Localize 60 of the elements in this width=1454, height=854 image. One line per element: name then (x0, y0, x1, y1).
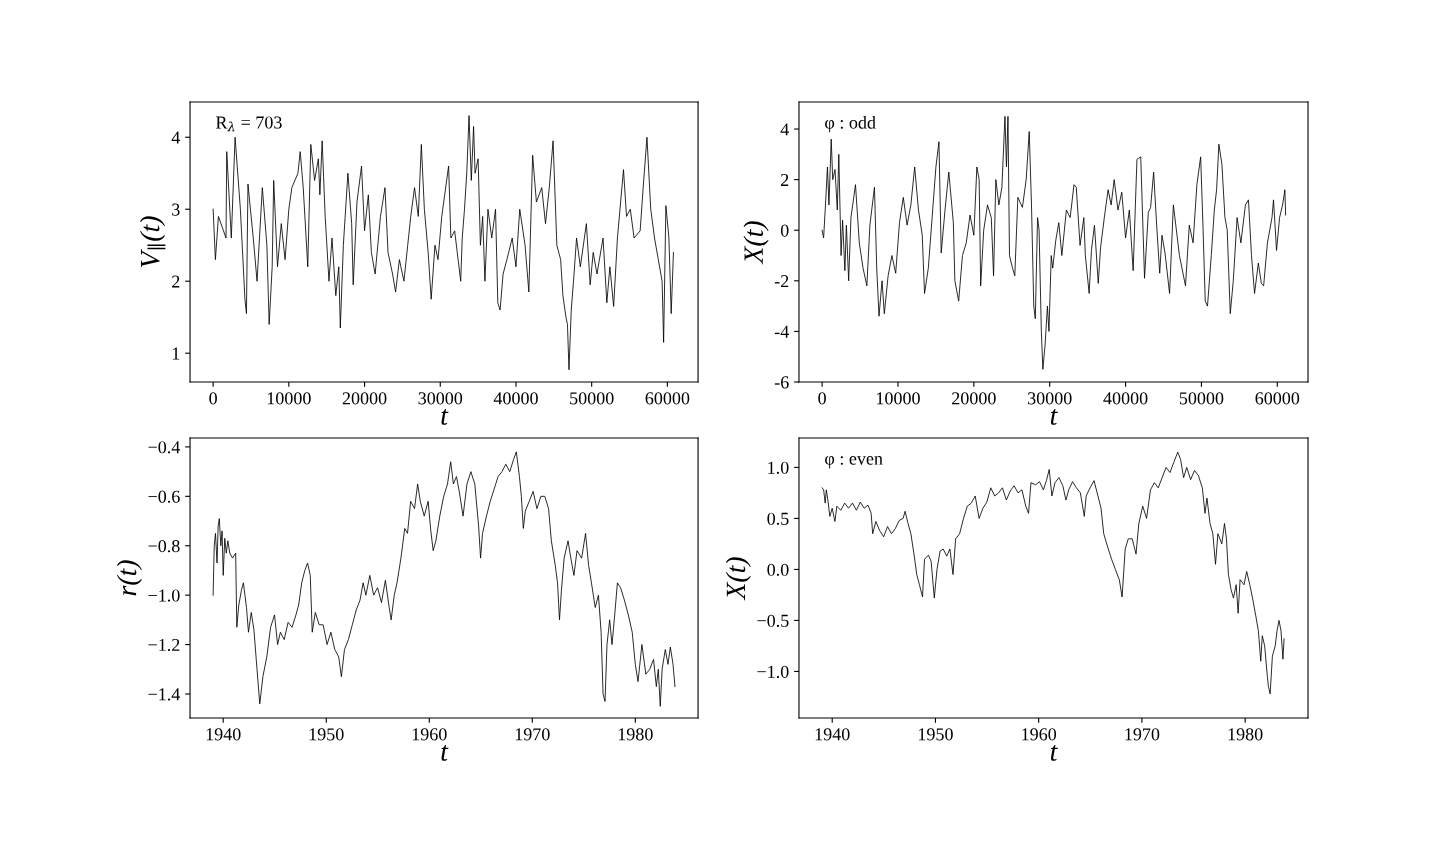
y-axis-title: V$_{∥}$(t) (139, 216, 166, 268)
line-series (212, 115, 674, 371)
y-tick-label: 0.0 (767, 563, 789, 576)
y-tick-label: 1 (172, 347, 180, 360)
y-tick-label: -4 (774, 325, 789, 338)
x-tick-label: 10000 (267, 392, 311, 405)
y-tick-label: -6 (774, 376, 789, 389)
x-tick-label: 30000 (1028, 392, 1072, 405)
x-axis-title: t (441, 408, 449, 425)
y-tick-label: −0.6 (148, 490, 180, 503)
x-tick-label: 50000 (570, 392, 614, 405)
y-tick-label: −1.4 (148, 688, 181, 701)
y-tick-label: 2 (781, 173, 789, 186)
x-tick-label: 40000 (1103, 392, 1148, 405)
x-tick-label: 50000 (1179, 392, 1224, 405)
line-series (821, 115, 1287, 370)
x-axis-title: t (1050, 744, 1058, 761)
line-series (212, 451, 676, 707)
y-tick-label: 4 (780, 123, 789, 136)
y-tick-label: −1.0 (148, 589, 180, 602)
y-tick-label: 3 (172, 203, 180, 216)
x-tick-label: 30000 (418, 392, 463, 405)
y-axis-title: X(t) (743, 221, 769, 265)
y-tick-label: 4 (171, 131, 181, 144)
x-tick-label: 1980 (1228, 728, 1263, 741)
x-tick-label: 1970 (515, 728, 550, 741)
y-tick-label: −1.2 (148, 638, 180, 652)
x-tick-label: 60000 (1255, 392, 1300, 405)
x-tick-label: 60000 (645, 392, 690, 405)
x-tick-label: 1960 (412, 728, 447, 741)
x-tick-label: 1940 (815, 728, 850, 741)
annotation: φ : odd (825, 115, 876, 133)
x-tick-label: 40000 (493, 392, 538, 405)
x-tick-label: 10000 (876, 392, 920, 405)
annotation: φ : even (825, 456, 883, 469)
y-tick-label: −0.4 (148, 441, 181, 454)
y-tick-label: −0.5 (757, 614, 789, 627)
y-tick-label: 0.5 (767, 512, 789, 525)
x-tick-label: 20000 (342, 392, 387, 405)
y-tick-label: -2 (774, 275, 789, 288)
x-tick-label: 20000 (952, 392, 996, 405)
x-tick-label: 1940 (206, 728, 241, 741)
y-tick-label: 1.0 (768, 461, 789, 474)
y-tick-label: −0.8 (148, 540, 180, 553)
annotation: R$_{λ}$ = 703 (215, 116, 282, 132)
x-axis-title: t (441, 744, 449, 761)
y-tick-label: 2 (172, 275, 180, 288)
x-tick-label: 1960 (1022, 728, 1057, 741)
x-tick-label: 0 (818, 392, 826, 405)
x-tick-label: 1980 (618, 728, 653, 741)
y-tick-label: 0 (780, 224, 789, 237)
x-axis-title: t (1050, 408, 1058, 425)
line-series (821, 451, 1285, 695)
x-tick-label: 1950 (309, 728, 344, 741)
x-tick-label: 0 (209, 392, 217, 405)
y-axis-title: X(t) (725, 557, 751, 601)
y-tick-label: −1.0 (757, 665, 789, 678)
y-axis-title: r(t) (116, 560, 143, 596)
x-tick-label: 1970 (1125, 728, 1160, 741)
x-tick-label: 1950 (918, 728, 953, 741)
